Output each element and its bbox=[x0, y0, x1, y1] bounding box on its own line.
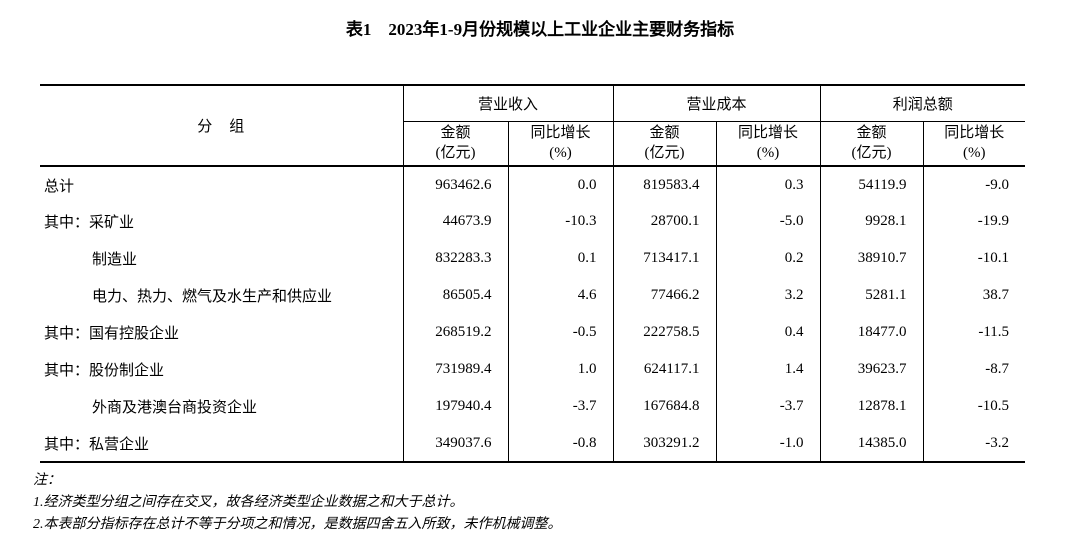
table-row-manufacturing: 制造业 832283.3 0.1 713417.1 0.2 38910.7 -1… bbox=[40, 240, 1026, 277]
cost-amount-cell: 624117.1 bbox=[612, 351, 717, 388]
header-sub-row: 金额 (亿元) 同比增长 (%) 金额 (亿元) 同比增长 (%) 金额 (亿元… bbox=[40, 121, 1026, 167]
table-title: 表1 2023年1-9月份规模以上工业企业主要财务指标 bbox=[345, 20, 735, 39]
revenue-amount-cell: 731989.4 bbox=[402, 351, 508, 388]
financial-indicators-table: 分 组 营业收入 营业成本 利润总额 金额 (亿元) 同比增长 (%) 金额 (… bbox=[40, 84, 1026, 463]
profit-amount-cell: 54119.9 bbox=[819, 166, 924, 203]
cost-amount-cell: 28700.1 bbox=[612, 203, 717, 240]
row-label: 电力、热力、燃气及水生产和供应业 bbox=[92, 289, 333, 305]
revenue-growth-cell: 4.6 bbox=[507, 277, 614, 314]
table-row-utilities: 电力、热力、燃气及水生产和供应业 86505.4 4.6 77466.2 3.2… bbox=[40, 277, 1026, 314]
subheader-growth-unit: (%) bbox=[756, 145, 780, 162]
revenue-growth-cell: 0.1 bbox=[507, 240, 614, 277]
profit-amount-cell: 5281.1 bbox=[819, 277, 924, 314]
profit-amount-cell: 9928.1 bbox=[819, 203, 924, 240]
profit-growth-cell: 38.7 bbox=[922, 277, 1026, 314]
profit-growth-cell: -3.2 bbox=[922, 425, 1026, 462]
header-cost-amount: 金额 (亿元) bbox=[612, 121, 717, 167]
cost-growth-cell: 0.3 bbox=[715, 166, 821, 203]
profit-growth-cell: -8.7 bbox=[922, 351, 1026, 388]
cost-growth-cell: -1.0 bbox=[715, 425, 821, 462]
header-cost-growth: 同比增长 (%) bbox=[715, 121, 821, 167]
header-revenue-growth: 同比增长 (%) bbox=[507, 121, 614, 167]
subheader-growth-label: 同比增长 bbox=[944, 125, 1005, 141]
cost-amount-cell: 819583.4 bbox=[612, 166, 717, 203]
subheader-amount-label: 金额 bbox=[649, 125, 680, 141]
header-group: 分 组 bbox=[40, 85, 403, 167]
cost-growth-cell: -5.0 bbox=[715, 203, 821, 240]
profit-growth-cell: -11.5 bbox=[922, 314, 1026, 351]
row-label: 其中：股份制企业 bbox=[44, 363, 165, 379]
row-label: 其中：国有控股企业 bbox=[44, 326, 180, 342]
cost-growth-cell: 0.4 bbox=[715, 314, 821, 351]
revenue-amount-cell: 197940.4 bbox=[402, 388, 508, 425]
revenue-amount-cell: 349037.6 bbox=[402, 425, 508, 462]
table-row-mining: 其中：采矿业 44673.9 -10.3 28700.1 -5.0 9928.1… bbox=[40, 203, 1026, 240]
subheader-growth-unit: (%) bbox=[549, 145, 572, 162]
profit-amount-cell: 14385.0 bbox=[819, 425, 924, 462]
revenue-growth-cell: -10.3 bbox=[507, 203, 614, 240]
profit-amount-cell: 12878.1 bbox=[819, 388, 924, 425]
revenue-growth-cell: -3.7 bbox=[507, 388, 614, 425]
cost-amount-cell: 222758.5 bbox=[612, 314, 717, 351]
cost-amount-cell: 303291.2 bbox=[612, 425, 717, 462]
row-label: 其中：私营企业 bbox=[44, 436, 150, 453]
table-row-shareholding: 其中：股份制企业 731989.4 1.0 624117.1 1.4 39623… bbox=[40, 351, 1026, 388]
row-label: 外商及港澳台商投资企业 bbox=[92, 400, 258, 416]
subheader-growth-label: 同比增长 bbox=[530, 125, 591, 141]
header-group-row: 分 组 营业收入 营业成本 利润总额 bbox=[40, 85, 1026, 167]
profit-growth-cell: -10.5 bbox=[922, 388, 1026, 425]
subheader-amount-unit: (亿元) bbox=[435, 145, 476, 162]
profit-amount-cell: 39623.7 bbox=[819, 351, 924, 388]
table-row-private: 其中：私营企业 349037.6 -0.8 303291.2 -1.0 1438… bbox=[40, 425, 1026, 462]
cost-amount-cell: 713417.1 bbox=[612, 240, 717, 277]
revenue-growth-cell: -0.5 bbox=[507, 314, 614, 351]
profit-amount-cell: 38910.7 bbox=[819, 240, 924, 277]
profit-growth-cell: -10.1 bbox=[922, 240, 1026, 277]
subheader-growth-label: 同比增长 bbox=[738, 125, 799, 141]
profit-growth-cell: -9.0 bbox=[922, 166, 1026, 203]
revenue-amount-cell: 86505.4 bbox=[402, 277, 508, 314]
header-operating-revenue: 营业收入 bbox=[402, 85, 614, 122]
row-label: 其中：采矿业 bbox=[44, 215, 135, 231]
subheader-amount-label: 金额 bbox=[856, 125, 887, 141]
revenue-growth-cell: 0.0 bbox=[507, 166, 614, 203]
header-operating-cost: 营业成本 bbox=[612, 85, 821, 122]
table-row-foreign-invested: 外商及港澳台商投资企业 197940.4 -3.7 167684.8 -3.7 … bbox=[40, 388, 1026, 425]
footnote-2: 2.本表部分指标存在总计不等于分项之和情况，是数据四舍五入所致，未作机械调整。 bbox=[33, 517, 562, 532]
header-profit-growth: 同比增长 (%) bbox=[922, 121, 1026, 167]
cost-growth-cell: 0.2 bbox=[715, 240, 821, 277]
revenue-growth-cell: 1.0 bbox=[507, 351, 614, 388]
revenue-amount-cell: 963462.6 bbox=[402, 166, 508, 203]
header-revenue-amount: 金额 (亿元) bbox=[402, 121, 508, 167]
profit-amount-cell: 18477.0 bbox=[819, 314, 924, 351]
header-profit-amount: 金额 (亿元) bbox=[819, 121, 924, 167]
cost-growth-cell: 3.2 bbox=[715, 277, 821, 314]
footnotes: 注： 1.经济类型分组之间存在交叉，故各经济类型企业数据之和大于总计。 2.本表… bbox=[33, 470, 562, 536]
footnote-heading: 注： bbox=[33, 473, 61, 488]
revenue-amount-cell: 268519.2 bbox=[402, 314, 508, 351]
cost-amount-cell: 77466.2 bbox=[612, 277, 717, 314]
subheader-amount-unit: (亿元) bbox=[851, 145, 892, 162]
footnote-1: 1.经济类型分组之间存在交叉，故各经济类型企业数据之和大于总计。 bbox=[33, 495, 464, 510]
table-row-total: 总计 963462.6 0.0 819583.4 0.3 54119.9 -9.… bbox=[40, 166, 1026, 203]
revenue-amount-cell: 44673.9 bbox=[402, 203, 508, 240]
subheader-growth-unit: (%) bbox=[963, 145, 986, 162]
row-label: 总计 bbox=[44, 178, 75, 195]
subheader-amount-label: 金额 bbox=[440, 125, 471, 141]
header-total-profit: 利润总额 bbox=[819, 85, 1026, 122]
table-row-state-holding: 其中：国有控股企业 268519.2 -0.5 222758.5 0.4 184… bbox=[40, 314, 1026, 351]
subheader-amount-unit: (亿元) bbox=[644, 145, 685, 162]
row-label: 制造业 bbox=[92, 252, 138, 268]
revenue-amount-cell: 832283.3 bbox=[402, 240, 508, 277]
revenue-growth-cell: -0.8 bbox=[507, 425, 614, 462]
cost-amount-cell: 167684.8 bbox=[612, 388, 717, 425]
cost-growth-cell: -3.7 bbox=[715, 388, 821, 425]
cost-growth-cell: 1.4 bbox=[715, 351, 821, 388]
profit-growth-cell: -19.9 bbox=[922, 203, 1026, 240]
